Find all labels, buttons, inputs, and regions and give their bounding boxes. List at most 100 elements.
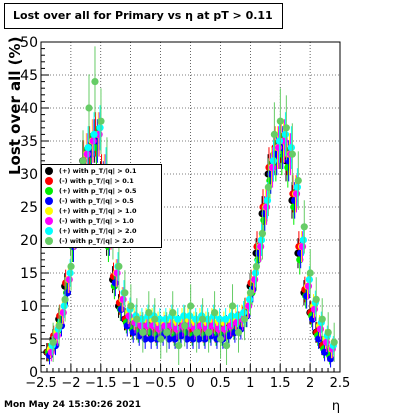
data-point	[326, 355, 335, 363]
data-point	[199, 315, 207, 323]
data-point	[245, 302, 253, 310]
data-point	[299, 236, 307, 244]
data-point	[216, 335, 225, 343]
data-point	[156, 315, 164, 323]
data-point	[60, 302, 68, 310]
data-point	[210, 309, 219, 317]
data-point	[187, 302, 195, 310]
data-point	[228, 312, 236, 320]
y-tick-label: 40	[20, 101, 38, 117]
legend-label: (-) with p_T/|q| > 0.1	[59, 177, 134, 185]
x-tick-label: −1.5	[85, 376, 117, 391]
timestamp: Mon May 24 15:30:26 2021	[4, 400, 142, 410]
data-point	[282, 124, 290, 132]
data-point	[180, 312, 188, 320]
data-point	[125, 312, 133, 320]
data-point	[193, 328, 201, 336]
data-point	[322, 338, 330, 346]
legend-entry: (-) with p_T/|q| > 0.5	[45, 196, 161, 206]
data-point	[79, 157, 87, 165]
data-point	[306, 269, 314, 277]
y-tick-label: 0	[29, 365, 38, 381]
y-tick-label: 5	[29, 332, 38, 348]
legend-label: (+) with p_T/|q| > 0.1	[59, 167, 137, 175]
data-point	[276, 117, 284, 125]
data-point	[96, 124, 104, 132]
legend-marker	[45, 197, 53, 205]
data-point	[318, 315, 326, 323]
data-point	[91, 78, 99, 86]
data-point	[303, 292, 311, 300]
y-tick-label: 10	[20, 299, 38, 315]
legend-entry: (-) with p_T/|q| > 2.0	[45, 236, 161, 246]
legend-marker	[45, 207, 53, 215]
x-tick-label: 2.5	[330, 376, 351, 391]
data-point	[115, 262, 123, 270]
legend-label: (-) with p_T/|q| > 2.0	[59, 237, 134, 245]
data-point	[257, 243, 265, 251]
legend-entry: (+) with p_T/|q| > 2.0	[45, 226, 161, 236]
legend-marker	[45, 227, 53, 235]
data-point	[85, 104, 93, 112]
x-tick-label: −1	[121, 376, 140, 391]
data-point	[305, 276, 313, 284]
x-tick-label: 1.5	[270, 376, 291, 391]
data-point	[228, 302, 237, 310]
data-point	[251, 269, 260, 277]
data-point	[121, 289, 129, 297]
data-point	[84, 144, 92, 152]
legend-marker	[45, 237, 53, 245]
legend-entry: (-) with p_T/|q| > 0.1	[45, 176, 161, 186]
data-point	[300, 223, 308, 231]
y-tick-label: 30	[20, 167, 38, 183]
data-point	[312, 295, 320, 303]
data-point	[330, 338, 338, 346]
data-point	[234, 328, 243, 336]
legend-entry: (+) with p_T/|q| > 0.1	[45, 166, 161, 176]
legend-label: (-) with p_T/|q| > 0.5	[59, 197, 134, 205]
x-tick-label: 0	[186, 376, 194, 391]
data-point	[222, 342, 231, 350]
data-point	[270, 130, 278, 138]
legend-label: (+) with p_T/|q| > 1.0	[59, 207, 137, 215]
x-tick-label: 2	[306, 376, 314, 391]
data-point	[90, 130, 98, 138]
x-tick-label: −2	[61, 376, 80, 391]
x-tick-label: 0.5	[210, 376, 231, 391]
data-point	[245, 295, 254, 303]
data-point	[89, 137, 97, 145]
data-points	[43, 46, 338, 368]
legend: (+) with p_T/|q| > 0.1 (-) with p_T/|q| >…	[41, 164, 162, 248]
x-tick-label: −2.5	[25, 376, 57, 391]
data-point	[234, 312, 242, 320]
y-tick-label: 20	[20, 233, 38, 249]
y-tick-label: 25	[20, 200, 38, 216]
y-tick-labels: 0 5 10 15 20 25 30 35 40 45 50	[20, 35, 38, 381]
data-point	[304, 282, 313, 290]
data-point	[239, 309, 248, 317]
legend-entry: (+) with p_T/|q| > 0.5	[45, 186, 161, 196]
data-point	[157, 335, 165, 343]
data-point	[263, 196, 272, 204]
data-point	[127, 302, 135, 310]
data-point	[321, 348, 329, 356]
data-point	[205, 328, 213, 336]
data-point	[204, 315, 212, 323]
data-point	[240, 315, 249, 323]
chart-title: Lost over all for Primary vs η at pT > 0…	[4, 3, 283, 29]
data-point	[257, 236, 266, 244]
data-point	[186, 312, 194, 320]
data-point	[192, 315, 200, 323]
data-point	[67, 262, 75, 270]
data-point	[258, 229, 267, 237]
legend-marker	[45, 177, 53, 185]
data-point	[141, 335, 149, 343]
data-point	[145, 309, 153, 317]
data-point	[287, 144, 296, 152]
data-point	[165, 335, 173, 343]
data-point	[316, 325, 325, 333]
data-point	[53, 332, 61, 340]
legend-marker	[45, 217, 53, 225]
x-axis-label: η	[332, 399, 340, 414]
data-point	[195, 335, 203, 343]
